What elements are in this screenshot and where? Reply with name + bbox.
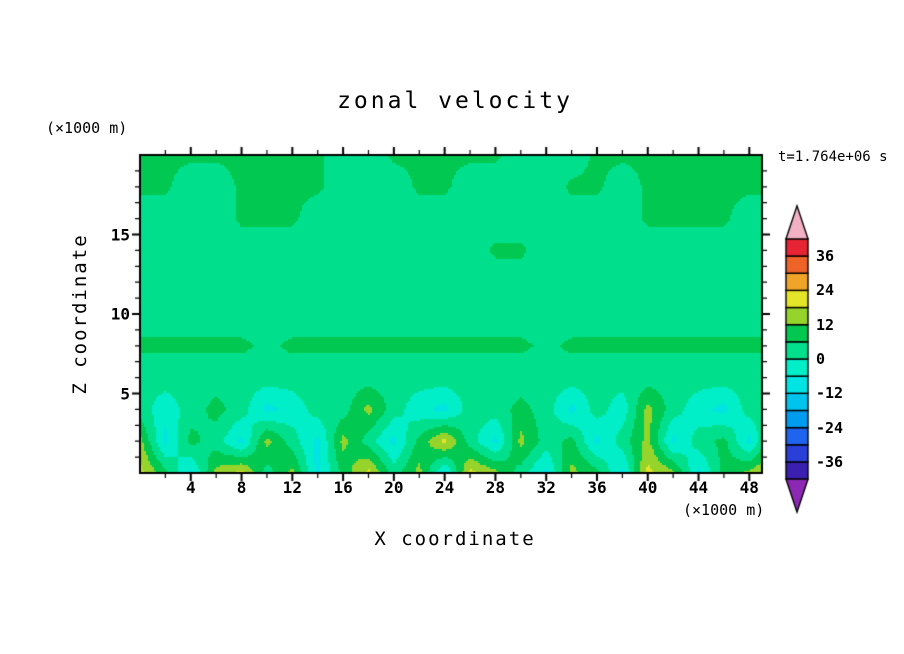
x-tick-label: 36 — [587, 478, 607, 497]
x-tick-label: 40 — [638, 478, 658, 497]
x-tick-label: 32 — [536, 478, 556, 497]
colorbar-label: -24 — [816, 418, 844, 437]
x-tick-label: 24 — [435, 478, 455, 497]
colorbar-label: 0 — [816, 350, 826, 368]
x-tick-label: 12 — [282, 478, 302, 497]
z-axis-label: Z coordinate — [69, 233, 91, 395]
colorbar-label: 24 — [816, 281, 835, 300]
x-tick-label: 4 — [185, 478, 196, 497]
colorbar-label: 36 — [816, 247, 835, 266]
x-tick-label: 28 — [485, 478, 506, 497]
z-tick-label: 10 — [110, 304, 130, 324]
x-tick-label: 44 — [688, 478, 709, 497]
z-axis-unit-label: (×1000 m) — [46, 119, 128, 137]
colorbar-label: 12 — [816, 315, 835, 334]
x-tick-label: 20 — [384, 478, 404, 497]
x-tick-label: 16 — [333, 478, 353, 497]
x-tick-label: 48 — [739, 478, 759, 497]
z-tick-label: 15 — [110, 225, 130, 244]
colorbar-label: -36 — [816, 452, 844, 471]
x-axis-label: X coordinate — [374, 528, 536, 550]
time-stamp-label: t=1.764e+06 s — [778, 149, 888, 165]
z-tick-label: 5 — [120, 384, 130, 403]
x-axis-unit-label: (×1000 m) — [683, 501, 765, 519]
x-tick-label: 8 — [236, 478, 247, 497]
colorbar-label: -12 — [816, 384, 844, 403]
plot-title: zonal velocity — [337, 88, 573, 114]
